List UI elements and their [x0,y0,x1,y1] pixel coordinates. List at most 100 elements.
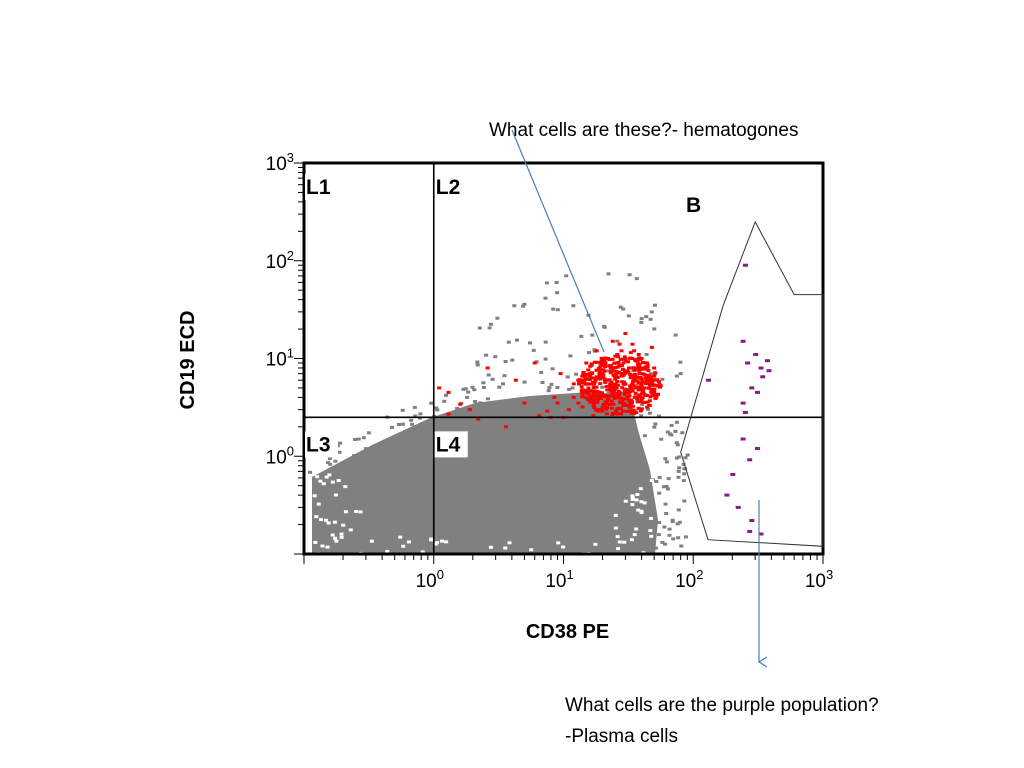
density-gap [616,547,621,551]
density-cell [664,460,669,464]
density-cell [664,512,669,515]
density-cell [570,386,575,390]
red-density-cell [591,385,596,389]
purple-event [740,437,746,441]
density-cell [421,424,425,428]
red-event [632,378,637,382]
red-event [513,378,518,382]
red-density-cell [588,400,593,404]
density-gap [642,501,647,505]
red-event [576,401,581,405]
red-event [636,363,641,367]
red-event [555,401,560,405]
red-density-cell [620,368,625,372]
density-gap [613,526,618,530]
red-density-cell [640,388,645,392]
red-density-cell [589,376,594,380]
red-density-cell [632,395,637,399]
red-density-cell [625,395,630,399]
red-density-cell [639,377,644,381]
red-density-cell [645,375,650,379]
density-cell [412,432,417,436]
red-density-cell [656,392,661,396]
density-gap [636,508,641,512]
density-cell [386,444,391,448]
red-event [619,372,624,376]
red-density-cell [610,413,615,417]
red-density-cell [636,357,641,361]
region-label-bg [305,431,338,458]
red-event [588,372,592,376]
red-density-cell [656,384,660,388]
density-gap [339,535,344,539]
red-density-cell [618,406,623,410]
density-cell [472,388,477,392]
red-event [632,349,637,353]
density-cell [466,390,471,394]
region-label-bg [305,174,338,200]
density-cell [673,429,678,433]
red-density-cell [587,377,592,381]
red-density-cell [602,362,607,366]
red-event [639,372,644,376]
purple-event [747,458,753,462]
density-gap [348,528,353,532]
red-density-cell [602,365,607,369]
red-density-cell [583,374,588,378]
red-event [615,395,620,399]
red-density-cell [653,396,658,400]
red-density-cell [597,372,602,376]
density-cell [543,340,548,344]
red-density-cell [580,381,585,385]
red-event [623,359,628,363]
density-gap [315,475,320,479]
density-cell [484,353,489,357]
density-cell [366,431,371,435]
red-event [437,386,442,390]
density-cell [543,296,548,300]
density-cell [530,409,535,413]
density-gap [630,496,635,500]
red-density-cell [598,394,603,398]
density-gap [440,539,444,543]
density-gap [334,539,339,543]
red-event [649,345,654,349]
red-event [628,351,633,355]
density-gap [330,480,335,484]
density-gap [324,475,329,479]
density-gap [320,544,325,548]
red-density-cell [645,394,650,397]
density-cell [679,544,684,548]
density-cell [579,334,584,338]
density-cell [397,423,401,426]
red-density-cell [579,390,584,394]
density-gap [622,540,627,544]
red-density-cell [592,406,597,410]
red-event [552,395,557,399]
density-cell [667,533,672,537]
y-tick-label: 100 [266,443,294,468]
density-gap [630,494,635,498]
density-gap [333,536,338,540]
density-cell [663,542,668,546]
density-cell [681,462,686,466]
density-cell [675,522,680,526]
density-cell [413,414,418,418]
region-label-bg [434,431,468,458]
density-cell [652,425,657,429]
red-event [628,357,633,360]
red-density-cell [601,368,606,372]
density-cell [503,360,508,363]
red-density-cell [652,383,657,387]
density-cell [515,338,519,342]
density-cell [567,387,572,391]
red-density-cell [604,412,609,416]
red-density-cell [633,386,638,390]
density-cell [657,414,661,418]
red-event [467,408,472,412]
density-cell [665,430,670,434]
density-gap [630,503,635,507]
density-cell [475,360,480,364]
red-density-cell [625,389,630,393]
